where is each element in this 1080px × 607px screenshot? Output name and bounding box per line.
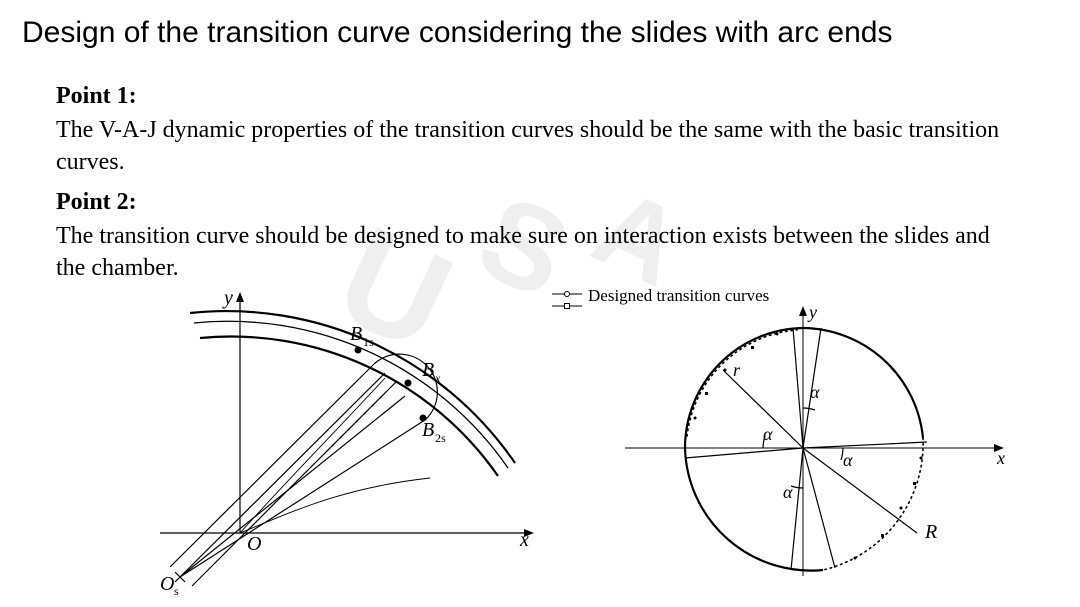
figure-right: y x r R α α α α: [625, 302, 1005, 576]
right-alpha-2: α: [843, 450, 853, 470]
left-bx-sub: x: [434, 371, 441, 385]
left-b2-sub: 2s: [435, 431, 446, 445]
left-origin: O: [247, 533, 261, 555]
left-bx: B: [422, 359, 434, 381]
point2-text: The transition curve should be designed …: [56, 220, 1016, 285]
left-axis-x: x: [519, 529, 529, 551]
page-title: Design of the transition curve consideri…: [22, 16, 892, 50]
point2-label: Point 2:: [56, 186, 1016, 218]
figures: y x O O s B 1s B x B 2s: [130, 288, 1030, 598]
right-alpha-1: α: [810, 382, 820, 402]
figure-left: y x O O s B 1s B x B 2s: [160, 288, 534, 598]
left-b2: B: [422, 419, 434, 441]
left-axis-y: y: [222, 288, 233, 309]
right-r: r: [733, 360, 741, 380]
right-axis-x: x: [996, 448, 1005, 468]
right-R: R: [924, 521, 937, 543]
right-axis-y: y: [807, 302, 817, 322]
right-alpha-4: α: [763, 424, 773, 444]
left-b1-sub: 1s: [363, 335, 374, 349]
left-b1: B: [350, 323, 362, 345]
point1-text: The V-A-J dynamic properties of the tran…: [56, 114, 1016, 179]
point1-label: Point 1:: [56, 80, 1016, 112]
left-origin-os-sub: s: [174, 584, 179, 598]
right-alpha-3: α: [783, 482, 793, 502]
left-origin-os: O: [160, 573, 174, 595]
